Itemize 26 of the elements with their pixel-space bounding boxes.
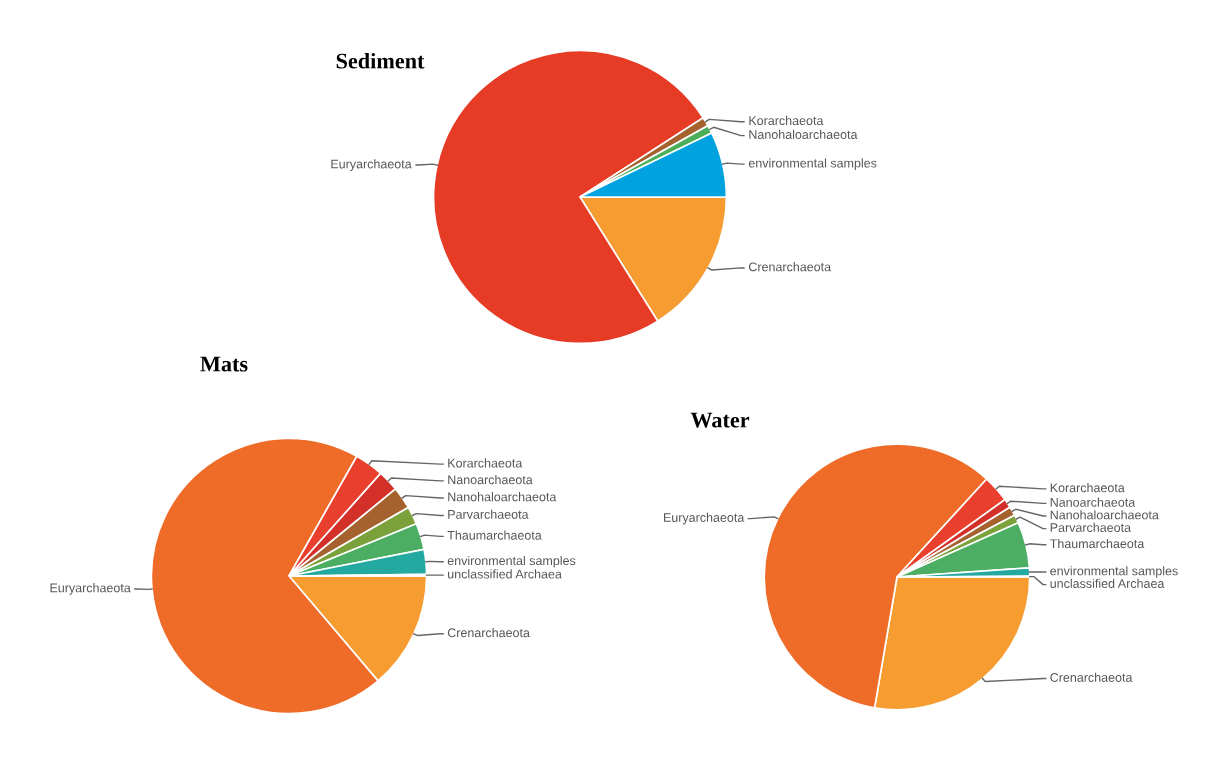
slice-label: unclassified Archaea — [448, 569, 562, 579]
slice-label: Nanohaloarchaeota — [749, 129, 858, 139]
chart-title: Water — [690, 412, 750, 428]
slice-label: Nanoarchaeota — [1050, 497, 1136, 507]
slice-label: environmental samples — [447, 555, 576, 568]
slice-label: Euryarchaeota — [331, 159, 412, 171]
slice-label: Euryarchaeota — [664, 512, 745, 525]
slice-label: Parvarchaeota — [448, 509, 529, 519]
slice-label: Parvarchaeota — [1050, 522, 1132, 532]
slice-label: Thaumarchaeota — [1050, 538, 1145, 549]
chart-title: Sediment — [336, 52, 425, 69]
slice-label: Euryarchaeota — [50, 583, 131, 595]
slice-label: Korarchaeota — [1050, 483, 1125, 493]
slice-label: Crenarchaeota — [748, 262, 832, 272]
chart-title: Mats — [200, 356, 248, 372]
slice-label: Korarchaeota — [448, 458, 523, 468]
slice-label: Nanohaloarchaeota — [1050, 510, 1159, 520]
slice-label: environmental samples — [1050, 566, 1178, 578]
slice-label: Korarchaeota — [749, 115, 824, 126]
slice-label: environmental samples — [748, 158, 877, 170]
slice-label: Crenarchaeota — [447, 627, 530, 638]
slice-label: Nanohaloarchaeota — [448, 492, 557, 502]
slice-label: unclassified Archaea — [1050, 578, 1165, 588]
slice-label: Thaumarchaeota — [447, 530, 542, 540]
slice-label: Crenarchaeota — [1050, 672, 1133, 682]
slice-label: Nanoarchaeota — [448, 475, 533, 485]
